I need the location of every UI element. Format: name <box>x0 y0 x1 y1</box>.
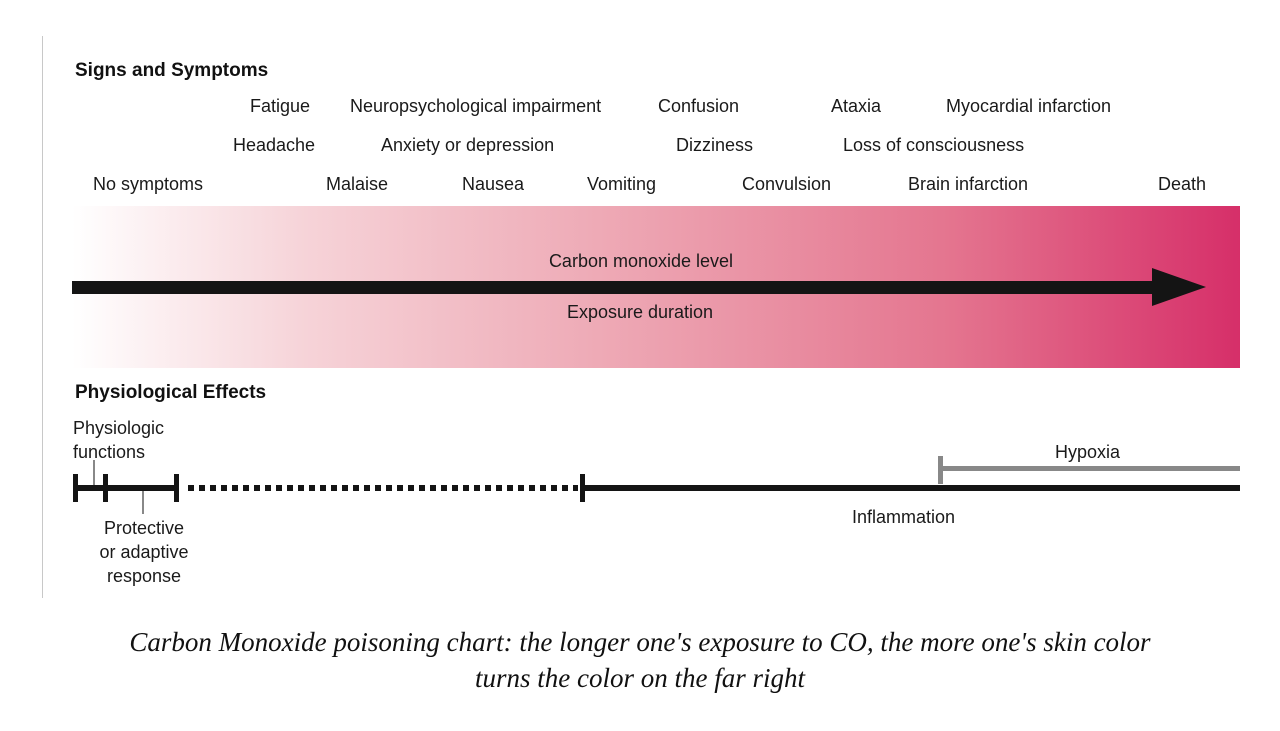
symptom-vomiting: Vomiting <box>587 174 657 194</box>
physiologic-line-1: Physiologic <box>73 418 165 438</box>
inflammation-label: Inflammation <box>852 507 956 527</box>
symptom-neuropsychological-impairment: Neuropsychological impairment <box>350 96 602 116</box>
symptom-loss-of-consciousness: Loss of consciousness <box>843 135 1025 155</box>
protective-line-1: Protective <box>103 518 185 538</box>
signs-symptoms-heading: Signs and Symptoms <box>75 60 269 81</box>
physiologic-functions-label: Physiologic functions <box>73 416 164 464</box>
symptom-ataxia: Ataxia <box>831 96 882 116</box>
hypoxia-label: Hypoxia <box>1055 442 1121 462</box>
arrow-head-icon <box>1152 268 1206 306</box>
symptom-dizziness: Dizziness <box>676 135 754 155</box>
symptom-myocardial-infarction: Myocardial infarction <box>946 96 1112 116</box>
symptom-anxiety-depression: Anxiety or depression <box>381 135 555 155</box>
protective-pointer-line <box>142 488 144 514</box>
symptom-fatigue: Fatigue <box>250 96 311 116</box>
early-phase-segment <box>73 485 178 491</box>
tick-start <box>73 474 78 502</box>
symptom-brain-infarction: Brain infarction <box>908 174 1029 194</box>
tick-physiologic <box>103 474 108 502</box>
symptom-malaise: Malaise <box>326 174 389 194</box>
symptom-confusion: Confusion <box>658 96 740 116</box>
severity-arrow-shaft <box>72 281 1162 294</box>
physiological-effects-heading: Physiological Effects <box>75 382 267 403</box>
figure-caption: Carbon Monoxide poisoning chart: the lon… <box>0 624 1280 696</box>
physiologic-line-2: functions <box>73 442 146 462</box>
exposure-duration-label: Exposure duration <box>566 302 714 322</box>
protective-line-2: or adaptive <box>99 542 189 562</box>
tick-protective <box>174 474 179 502</box>
symptom-nausea: Nausea <box>462 174 525 194</box>
protective-line-3: response <box>106 566 182 586</box>
symptom-convulsion: Convulsion <box>742 174 832 194</box>
symptom-no-symptoms: No symptoms <box>93 174 204 194</box>
carbon-monoxide-level-label: Carbon monoxide level <box>548 251 734 271</box>
symptom-headache: Headache <box>233 135 316 155</box>
caption-line-2: turns the color on the far right <box>475 663 805 693</box>
hypoxia-line <box>938 466 1240 471</box>
protective-response-label: Protective or adaptive response <box>90 516 198 588</box>
physiologic-pointer-line <box>93 460 95 488</box>
caption-line-1: Carbon Monoxide poisoning chart: the lon… <box>129 627 1151 657</box>
dotted-transition-line <box>188 485 578 491</box>
left-border-line <box>42 36 43 598</box>
inflammation-line <box>580 485 1240 491</box>
symptom-death: Death <box>1158 174 1207 194</box>
